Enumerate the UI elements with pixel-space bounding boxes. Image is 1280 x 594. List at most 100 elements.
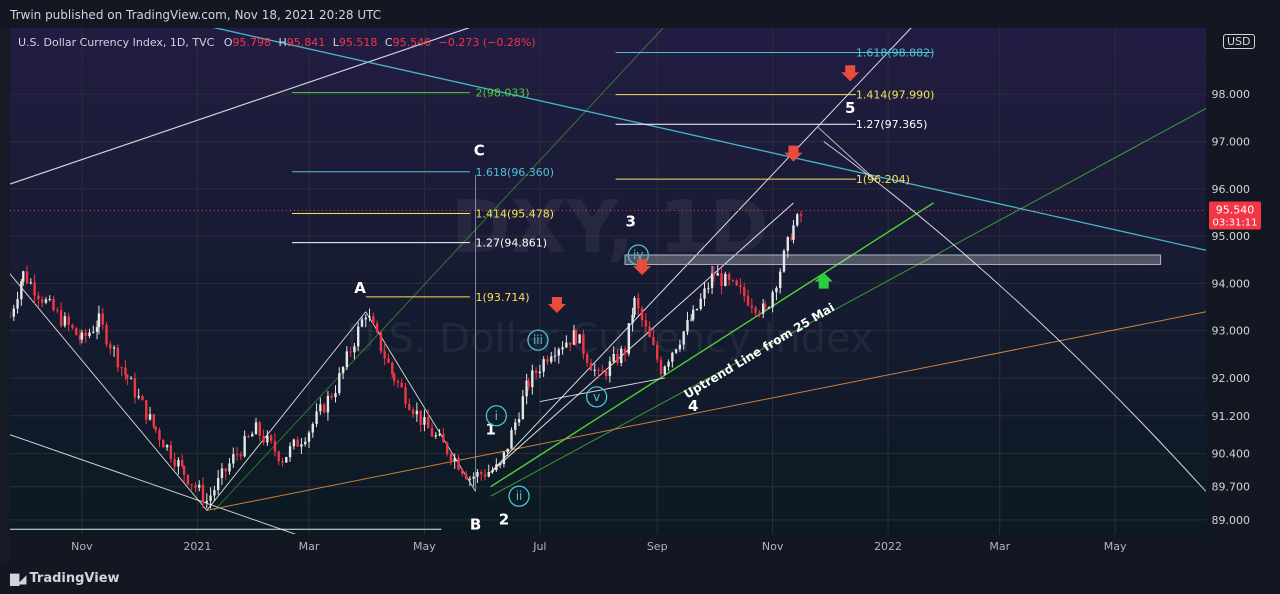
time-axis[interactable]: Nov 2021 Mar May Jul Sep Nov 2022 Mar May [71,540,1127,553]
candle-body [546,359,549,362]
candle-body [790,237,793,240]
candle-body [423,417,426,425]
candle-body [186,474,190,485]
published-caption: Trwin published on TradingView.com, Nov … [10,8,382,22]
price-tick-label: 97.000 [1212,135,1251,148]
candle-body [612,353,615,362]
candle-body [95,327,99,332]
wave-line [539,377,665,403]
candle-body [767,307,771,309]
candle-body [63,316,67,326]
fib-level-label: 1.27(97.365) [856,118,928,131]
legend-low: 95.518 [339,36,378,49]
candle-body [746,296,750,306]
candle-body [502,452,506,465]
candle-body [531,370,534,388]
candle-body [59,310,63,326]
candle-body [262,435,265,443]
candle-body [141,396,144,401]
time-tick-label: Nov [71,540,93,553]
candle-body [213,490,216,496]
candle-body [396,381,400,383]
wave-circle [508,485,530,507]
candle-body [112,347,116,349]
candle-body [162,440,165,448]
fib-level-label: 1.414(95.478) [476,207,555,220]
tradingview-logo[interactable]: ▇◢ TradingView [10,571,120,586]
price-tick-label: 91.200 [1212,410,1251,423]
price-axis[interactable]: 89.000 89.700 90.400 91.200 92.000 93.000 94.0… [1209,88,1261,527]
candle-body [101,313,104,325]
candle-body [686,320,689,332]
time-tick-label: Mar [989,540,1010,553]
candle-body [699,298,702,310]
candle-body [216,477,220,491]
candle-body [608,361,612,376]
time-tick-label: May [1104,540,1127,553]
candle-body [266,435,269,443]
candle-body [623,348,627,354]
candle-body [761,303,765,314]
candle-body [637,297,640,309]
candle-body [391,362,394,375]
candle-body [483,474,487,477]
candle-body [201,484,205,503]
candle-body [224,468,227,472]
fib-level-label: 1(93.714) [476,291,530,304]
time-axis-background [10,534,1206,562]
candle-body [56,310,59,312]
candle-body [152,414,156,427]
price-tick-label: 95.000 [1212,230,1251,243]
candle-body [319,404,322,412]
candle-body [601,370,604,372]
candle-body [205,500,209,503]
candle-body [126,374,129,379]
price-tick-label: 90.400 [1212,448,1251,461]
candle-body [315,411,318,425]
candle-body [582,334,585,355]
candle-body [572,330,576,345]
candle-body [124,367,127,375]
candle-body [368,316,371,318]
legend-close-label: C [385,36,393,49]
candle-body [690,319,693,321]
candle-body [288,446,292,458]
publish-bar: Trwin published on TradingView.com, Nov … [0,0,1280,28]
candle-body [181,460,184,467]
wave-label-circled: iii [533,333,543,347]
candle-body [408,403,411,410]
candle-body [453,457,456,461]
candle-body [464,473,468,479]
candle-body [190,484,193,486]
candle-body [269,435,273,441]
wave-line [10,273,208,511]
legend-symbol: U.S. Dollar Currency Index, 1D, TVC [18,36,215,49]
candle-body [20,281,23,300]
wave-circle [485,405,507,427]
candle-body [527,380,530,388]
candle-body [593,369,596,371]
candle-body [379,331,383,352]
candle-body [633,297,636,315]
currency-button[interactable]: USD [1223,34,1255,49]
candle-body [273,440,277,452]
wave-label: 4 [688,397,698,415]
candle-body [357,326,360,347]
candle-body [173,459,176,467]
candle-body [457,457,460,470]
candle-body [243,436,246,457]
candle-body [158,430,161,441]
wave-circle [585,386,608,408]
candle-body [137,396,140,398]
fib-level-label: 1.618(98.882) [856,46,935,59]
candle-body [360,319,364,327]
support-line-orange [206,311,1206,511]
candle-body [169,444,173,460]
candle-body [495,464,498,471]
upper-channel-line [10,28,471,185]
candle-body [517,419,521,423]
candle-body [97,313,101,328]
time-tick-label: Mar [299,540,320,553]
candle-body [568,342,572,345]
